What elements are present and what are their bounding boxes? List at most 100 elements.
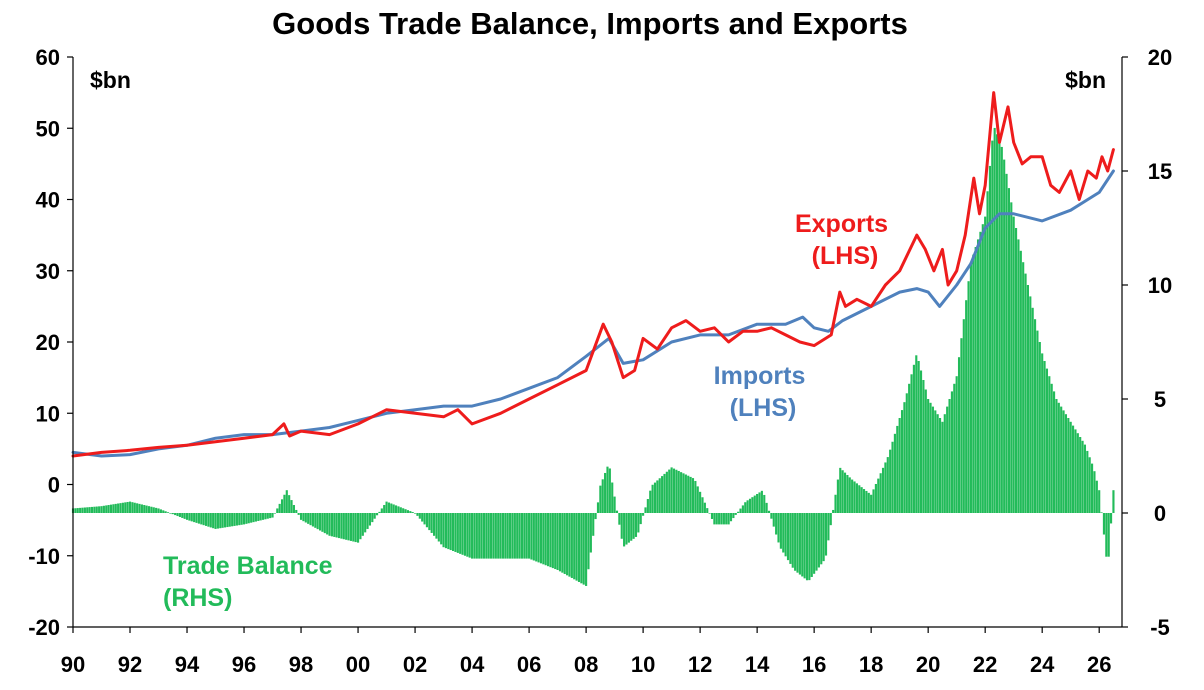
- trade-balance-bar: [145, 505, 148, 513]
- trade-balance-bar: [741, 505, 744, 513]
- trade-balance-bar: [497, 513, 500, 559]
- trade-balance-bar: [663, 473, 666, 513]
- trade-balance-bar: [197, 513, 200, 524]
- trade-balance-bar: [204, 513, 208, 526]
- trade-balance-bar: [523, 513, 526, 559]
- trade-balance-bar: [801, 513, 804, 577]
- trade-balance-bar: [1110, 513, 1113, 524]
- trade-balance-bar: [302, 513, 305, 522]
- trade-balance-bar: [874, 483, 877, 513]
- trade-balance-bar: [549, 513, 552, 568]
- trade-balance-bar: [321, 513, 324, 532]
- trade-balance-bar: [1083, 444, 1087, 513]
- trade-balance-bar: [1012, 216, 1015, 513]
- trade-balance-bar: [727, 513, 730, 525]
- trade-balance-bar: [1107, 513, 1110, 557]
- trade-balance-bar: [606, 466, 609, 513]
- trade-balance-bar: [656, 480, 659, 513]
- trade-balance-bar: [756, 494, 759, 513]
- trade-balance-bar: [599, 485, 602, 513]
- trade-balance-bar: [1093, 471, 1096, 513]
- trade-balance-bar: [447, 513, 450, 550]
- imports-label-line1: Imports: [714, 362, 806, 390]
- trade-balance-bar: [808, 513, 811, 581]
- trade-balance-bar: [383, 505, 386, 513]
- trade-balance-bar: [214, 513, 217, 529]
- trade-balance-bar: [504, 513, 507, 559]
- trade-balance-bar: [269, 513, 272, 519]
- trade-balance-bar: [1043, 361, 1046, 513]
- trade-balance-bar: [418, 513, 421, 519]
- trade-balance-bar: [798, 513, 801, 575]
- trade-balance-bar: [444, 513, 448, 549]
- trade-balance-bar: [839, 467, 842, 513]
- trade-balance-bar: [957, 357, 961, 513]
- trade-balance-bar: [670, 467, 673, 513]
- trade-balance-bar: [147, 506, 151, 513]
- trade-balance-bar: [280, 499, 284, 513]
- trade-balance-bar: [1017, 239, 1020, 513]
- trade-balance-bar: [653, 482, 657, 513]
- trade-balance-bar: [309, 513, 312, 526]
- trade-balance-bar: [644, 507, 647, 513]
- trade-balance-bar: [720, 513, 723, 525]
- trade-balance-bar: [889, 449, 892, 513]
- trade-balance-bar: [905, 393, 908, 513]
- trade-balance-bar: [991, 140, 994, 513]
- trade-balance-bar: [858, 485, 861, 513]
- trade-balance-bar: [520, 513, 524, 559]
- trade-balance-bar: [326, 513, 329, 535]
- trade-balance-bar: [829, 513, 832, 526]
- trade-balance-bar: [601, 479, 604, 513]
- trade-balance-bar: [699, 491, 702, 513]
- trade-balance-bar: [188, 513, 191, 521]
- trade-balance-bar: [651, 484, 654, 513]
- trade-balance-bar: [706, 508, 709, 513]
- trade-balance-bar: [128, 501, 132, 513]
- trade-balance-bar: [813, 513, 816, 574]
- trade-balance-bar: [632, 513, 635, 539]
- trade-balance-bar: [618, 513, 621, 525]
- trade-balance-label-line1: Trade Balance: [163, 552, 333, 580]
- trade-balance-bar: [314, 513, 317, 528]
- trade-balance-bar: [394, 505, 398, 513]
- x-tick-label: 92: [118, 652, 142, 677]
- exports-line: [71, 91, 1115, 458]
- trade-balance-bar: [193, 513, 196, 523]
- trade-balance-bar: [551, 513, 554, 569]
- trade-balance-bar: [836, 479, 839, 513]
- trade-balance-bar: [556, 513, 559, 570]
- trade-balance-bar: [501, 513, 505, 559]
- trade-balance-bar: [461, 513, 464, 555]
- trade-balance-bar: [1050, 383, 1053, 513]
- trade-balance-bar: [200, 513, 203, 525]
- trade-balance-bar: [796, 513, 799, 573]
- trade-balance-bar: [468, 513, 471, 558]
- trade-balance-bar: [176, 513, 179, 517]
- x-tick-label: 96: [232, 652, 256, 677]
- trade-balance-bar: [397, 506, 400, 513]
- trade-balance-bar: [981, 224, 984, 513]
- trade-balance-bar: [435, 513, 438, 539]
- right-tick-label: 0: [1154, 501, 1166, 526]
- trade-balance-bar: [490, 513, 493, 559]
- trade-balance-bar: [390, 503, 393, 513]
- right-tick-label: -5: [1150, 615, 1170, 640]
- trade-balance-bar: [570, 513, 573, 578]
- trade-balance-bar: [710, 513, 714, 519]
- trade-balance-bar: [433, 513, 436, 536]
- trade-balance-bar: [276, 508, 279, 513]
- trade-balance-bar: [421, 513, 424, 522]
- trade-balance-bar: [665, 471, 668, 513]
- trade-balance-bar: [682, 473, 685, 513]
- trade-balance-bar: [79, 507, 82, 513]
- trade-balance-bar: [732, 513, 735, 519]
- trade-balance-bar: [375, 513, 379, 516]
- trade-balance-bar: [634, 513, 638, 537]
- trade-balance-bar: [1076, 433, 1079, 513]
- trade-balance-bar: [577, 513, 581, 582]
- trade-balance-bar: [881, 467, 885, 513]
- trade-balance-bar: [891, 441, 894, 513]
- trade-balance-bar: [984, 216, 987, 513]
- trade-balance-bar: [820, 513, 823, 565]
